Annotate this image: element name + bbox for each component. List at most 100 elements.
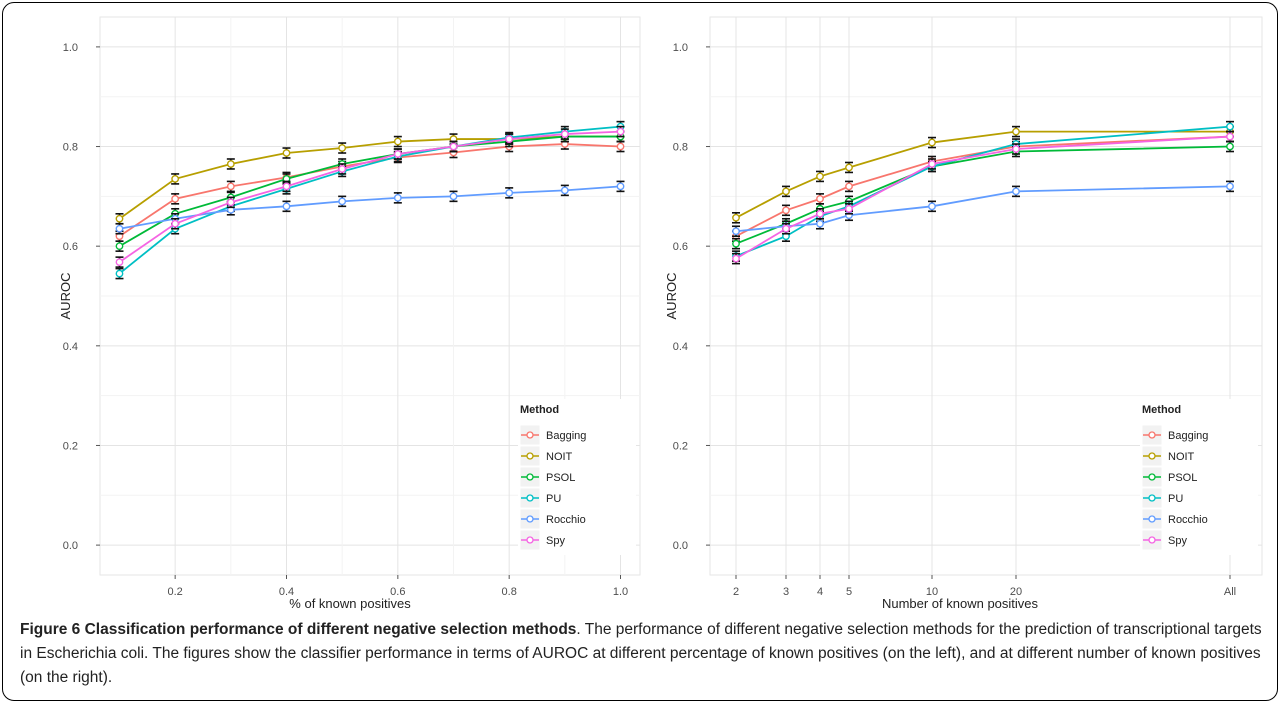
series-line-noit: [118, 135, 621, 220]
y-tick-label: 0.6: [63, 241, 78, 253]
x-tick-label: 0.2: [168, 586, 183, 598]
x-tick-label: 5: [846, 586, 852, 598]
y-tick-label: 0.8: [673, 142, 688, 154]
data-point: [505, 188, 514, 197]
data-point: [282, 149, 291, 157]
data-point: [1012, 127, 1020, 136]
data-point: [226, 198, 235, 207]
data-point: [928, 202, 936, 211]
data-point: [171, 175, 180, 183]
data-point: [171, 194, 180, 203]
legend: Method Bagging NOIT PSOL PU Rocchio Spy: [1140, 399, 1258, 555]
legend-label: Spy: [1168, 535, 1187, 547]
legend-label: PU: [546, 493, 561, 505]
legend-key-point: [526, 536, 534, 544]
data-point: [115, 258, 124, 267]
data-point: [1226, 142, 1234, 151]
data-point: [1012, 145, 1020, 153]
data-point: [338, 144, 347, 152]
legend-label: NOIT: [546, 451, 573, 463]
data-point: [616, 142, 625, 151]
chart-panel-number: 0.0 0.2 0.4 0.6 0.8 1.0 2 3 4 5 10 20 All Number of k…: [664, 16, 1263, 611]
legend-key-point: [1148, 452, 1156, 460]
data-point: [816, 194, 824, 203]
x-axis-title: Number of known positives: [882, 596, 1039, 611]
legend-title: Method: [1142, 404, 1181, 416]
series-spy: [115, 125, 625, 268]
legend-key-point: [1148, 431, 1156, 439]
series-line-psol: [119, 135, 621, 247]
legend-key-point: [526, 515, 534, 523]
data-point: [560, 130, 569, 138]
x-tick-label: 0.8: [502, 586, 517, 598]
y-tick-label: 0.2: [63, 440, 78, 452]
data-point: [782, 206, 790, 215]
y-tick-label: 0.0: [63, 540, 78, 552]
legend-key-point: [1148, 515, 1156, 523]
data-point: [338, 197, 347, 206]
figure-caption: Figure 6 Classification performance of d…: [20, 618, 1268, 690]
legend-key-point: [1148, 473, 1156, 481]
data-point: [226, 182, 235, 191]
data-point: [732, 254, 740, 263]
y-axis-title: AUROC: [664, 273, 679, 320]
data-point: [1012, 187, 1020, 196]
legend-key-point: [1148, 536, 1156, 544]
data-point: [1226, 132, 1234, 141]
y-tick-label: 0.8: [63, 142, 78, 154]
data-point: [732, 227, 740, 236]
y-tick-label: 0.0: [673, 540, 688, 552]
data-point: [616, 182, 625, 191]
legend-label: PSOL: [546, 472, 575, 484]
legend-label: PSOL: [1168, 472, 1197, 484]
x-tick-label: 4: [817, 586, 823, 598]
y-tick-label: 1.0: [673, 42, 688, 54]
data-point: [616, 127, 625, 136]
x-tick-label: 3: [783, 586, 789, 598]
x-tick-label: 2: [733, 586, 739, 598]
data-point: [816, 209, 824, 218]
data-point: [338, 165, 347, 173]
legend-key-point: [526, 494, 534, 502]
y-tick-label: 0.4: [673, 341, 688, 353]
x-tick-label: 1.0: [613, 586, 628, 598]
data-point: [393, 150, 402, 158]
legend-label: Rocchio: [546, 514, 586, 526]
data-point: [732, 239, 740, 248]
data-point: [505, 135, 514, 143]
y-tick-label: 0.2: [673, 440, 688, 452]
x-tick-label: 10: [926, 586, 938, 598]
data-point: [226, 160, 235, 168]
data-point: [560, 186, 569, 195]
data-point: [1226, 182, 1234, 191]
data-point: [845, 182, 853, 191]
caption-title: Figure 6 Classification performance of d…: [20, 621, 577, 638]
data-point: [449, 192, 458, 201]
series-line-rocchio: [119, 185, 621, 230]
data-point: [732, 213, 740, 222]
legend-label: Bagging: [1168, 430, 1208, 442]
data-point: [1226, 122, 1234, 131]
legend-key-point: [1148, 494, 1156, 502]
x-axis-title: % of known positives: [289, 596, 411, 611]
legend-key-point: [526, 473, 534, 481]
data-point: [115, 242, 124, 251]
figure-charts: 0.0 0.2 0.4 0.6 0.8 1.0 0.2 0.4 0.6 0.8 1.0 % of kn…: [58, 16, 1263, 611]
legend-key-point: [526, 452, 534, 460]
data-point: [449, 142, 458, 151]
y-axis-title: AUROC: [58, 273, 73, 320]
data-point: [171, 219, 180, 228]
data-point: [816, 219, 824, 228]
data-point: [282, 182, 291, 191]
y-tick-label: 0.4: [63, 341, 78, 353]
series-noit: [732, 125, 1234, 224]
data-point: [928, 160, 936, 168]
legend: Method Bagging NOIT PSOL PU Rocchio Spy: [518, 399, 636, 555]
legend-label: PU: [1168, 493, 1183, 505]
x-tick-label: 0.4: [279, 586, 294, 598]
series-line-spy: [118, 130, 621, 263]
y-tick-label: 0.6: [673, 241, 688, 253]
data-point: [845, 163, 853, 172]
legend-title: Method: [520, 404, 559, 416]
legend-label: Bagging: [546, 430, 586, 442]
